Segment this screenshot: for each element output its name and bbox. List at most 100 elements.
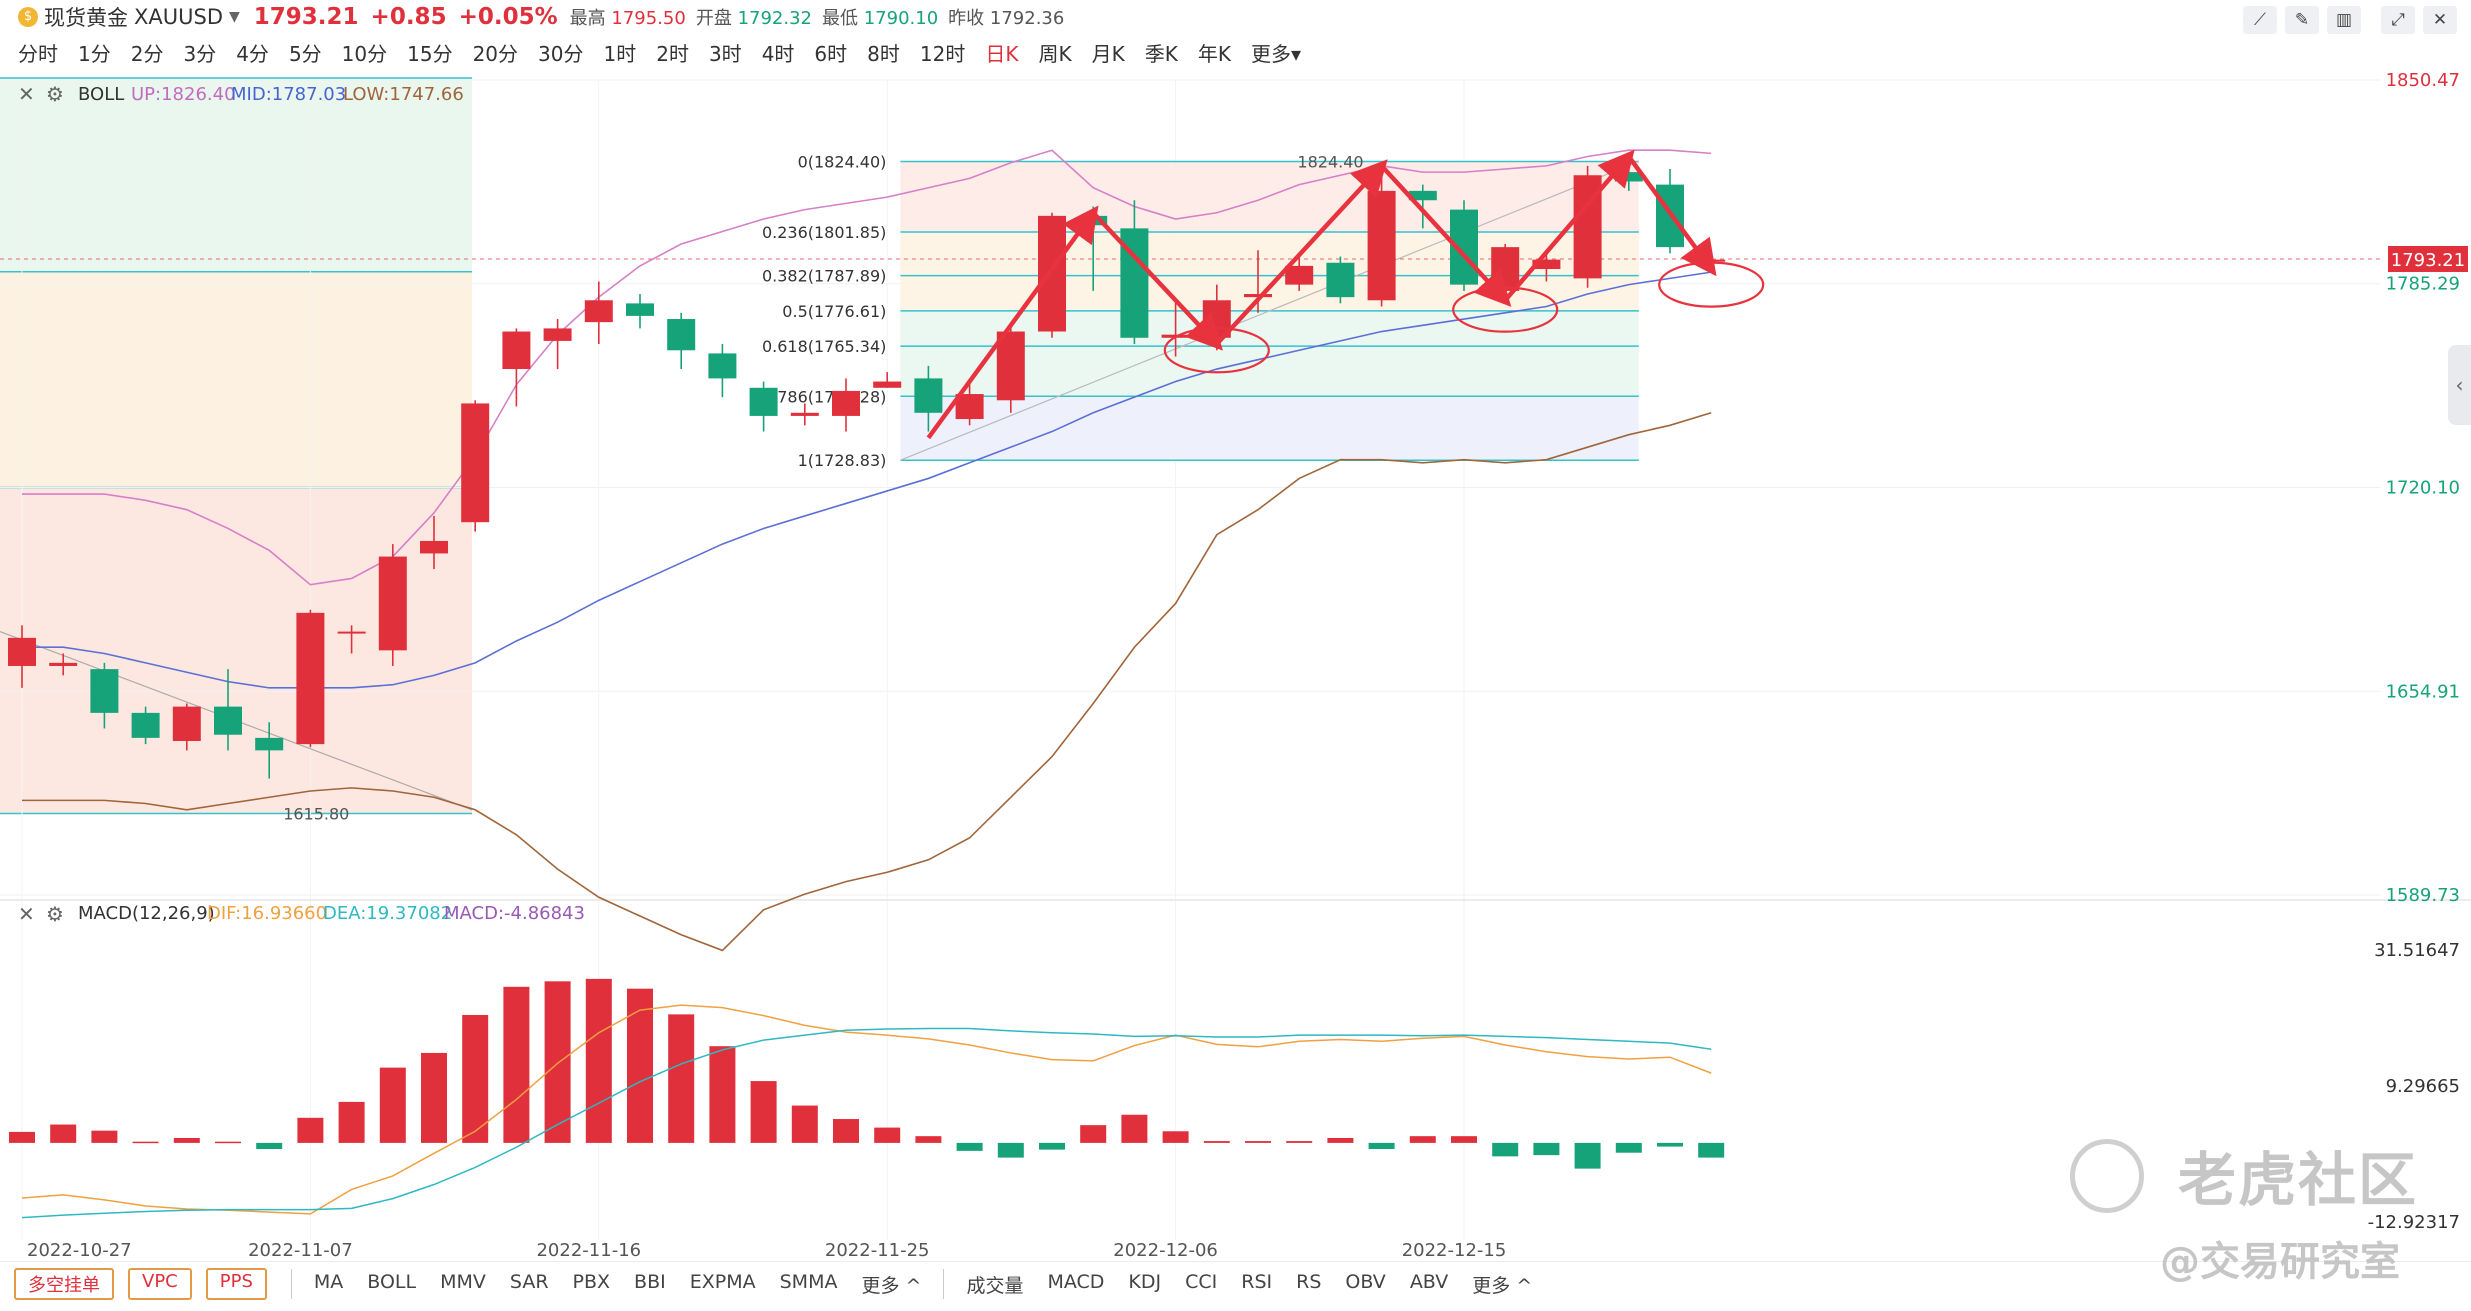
side-panel-toggle[interactable]: ‹ bbox=[2448, 345, 2471, 425]
period-tab[interactable]: 分时 bbox=[18, 42, 58, 66]
sub-indicator-tab[interactable]: MACD bbox=[1047, 1270, 1105, 1293]
main-indicator-tab[interactable]: MMV bbox=[440, 1270, 486, 1293]
main-indicator-tab[interactable]: BBI bbox=[634, 1270, 666, 1293]
period-tab[interactable]: 1分 bbox=[78, 42, 111, 66]
macd-bar bbox=[9, 1131, 35, 1143]
main-indicator-tab[interactable]: MA bbox=[313, 1270, 344, 1293]
trend-arrow bbox=[1626, 155, 1717, 277]
period-tab[interactable]: 4时 bbox=[761, 42, 795, 66]
macd-bar bbox=[91, 1130, 118, 1143]
chart-area[interactable]: 0(1824.40) 0.236(1801.85) 0.382(1787.89) 0.… bbox=[0, 0, 2471, 1262]
current-price-tag bbox=[2388, 245, 2468, 272]
main-indicator-tab[interactable]: 更多 ^ bbox=[861, 1274, 922, 1297]
period-tab[interactable]: 20分 bbox=[472, 42, 519, 66]
y-axis-tick: 1720.10 bbox=[2386, 478, 2460, 499]
zone-green bbox=[0, 78, 472, 272]
candle-body bbox=[914, 378, 943, 413]
main-indicator-tab[interactable]: SMMA bbox=[779, 1270, 838, 1293]
period-tab[interactable]: 12时 bbox=[919, 42, 966, 66]
order-button[interactable]: VPC bbox=[128, 1268, 192, 1300]
y-axis-tick: 1654.91 bbox=[2386, 681, 2460, 702]
candle-body bbox=[1697, 259, 1726, 262]
period-tab[interactable]: 2时 bbox=[656, 42, 689, 66]
boll-settings-icon[interactable]: ⚙ bbox=[46, 82, 64, 106]
macd-bar bbox=[297, 1117, 324, 1143]
main-indicator-tab[interactable]: SAR bbox=[509, 1270, 549, 1293]
fib-level-label: 0.382(1787.89) bbox=[762, 267, 886, 286]
macd-bar bbox=[1039, 1142, 1065, 1150]
expand-icon[interactable]: ⤢ bbox=[2381, 6, 2415, 34]
period-tab[interactable]: 6时 bbox=[814, 42, 848, 66]
period-tab[interactable]: 季K bbox=[1144, 42, 1178, 66]
last-price: 1793.21 bbox=[253, 4, 359, 30]
sub-indicator-tab[interactable]: 成交量 bbox=[966, 1274, 1024, 1297]
boll-upper-line bbox=[22, 149, 1712, 586]
macd-bar bbox=[379, 1067, 406, 1143]
open-value: 1792.32 bbox=[737, 8, 812, 29]
sub-indicator-tab[interactable]: ABV bbox=[1409, 1270, 1449, 1293]
draw-icon[interactable]: ⟋ bbox=[2243, 6, 2277, 34]
period-tab[interactable]: 月K bbox=[1091, 42, 1125, 66]
sub-indicator-tab[interactable]: 更多 ^ bbox=[1472, 1274, 1533, 1297]
macd-bar bbox=[256, 1142, 283, 1150]
main-indicator-tab[interactable]: PBX bbox=[572, 1270, 611, 1293]
sub-indicator-tab[interactable]: CCI bbox=[1185, 1270, 1218, 1293]
macd-dea-line bbox=[21, 1027, 1712, 1219]
y-axis-tick: 1785.29 bbox=[2386, 274, 2460, 295]
high-marker-label: 1824.40 bbox=[1297, 152, 1363, 171]
period-tab[interactable]: 更多▾ bbox=[1250, 42, 1302, 66]
main-indicator-tab[interactable]: EXPMA bbox=[689, 1270, 756, 1293]
candle-style-icon[interactable]: ▥ bbox=[2327, 6, 2361, 34]
period-tab[interactable]: 3分 bbox=[183, 42, 217, 66]
order-button[interactable]: 多空挂单 bbox=[14, 1268, 114, 1300]
period-tab[interactable]: 周K bbox=[1038, 42, 1072, 66]
period-tab[interactable]: 日K bbox=[985, 42, 1019, 66]
macd-bar bbox=[462, 1014, 489, 1143]
macd-dif-line bbox=[21, 1004, 1712, 1215]
macd-bar bbox=[997, 1142, 1024, 1158]
divider bbox=[290, 1269, 292, 1299]
macd-bar bbox=[1615, 1142, 1642, 1153]
macd-close-icon[interactable]: ✕ bbox=[18, 902, 35, 926]
candle-body bbox=[49, 662, 78, 666]
period-tab[interactable]: 3时 bbox=[708, 42, 742, 66]
macd-settings-icon[interactable]: ⚙ bbox=[46, 902, 64, 926]
candle-body bbox=[1038, 215, 1066, 332]
macd-bar bbox=[1451, 1136, 1477, 1143]
macd-bar bbox=[1121, 1114, 1148, 1143]
close-icon[interactable]: ✕ bbox=[2423, 6, 2457, 34]
macd-bar bbox=[1245, 1141, 1271, 1143]
order-button[interactable]: PPS bbox=[205, 1268, 267, 1300]
sub-indicator-tab[interactable]: RS bbox=[1296, 1270, 1322, 1293]
macd-bar bbox=[1080, 1125, 1107, 1143]
period-tab[interactable]: 5分 bbox=[288, 42, 322, 66]
period-tab[interactable]: 1时 bbox=[603, 42, 637, 66]
symbol-dropdown-icon[interactable]: ▼ bbox=[229, 9, 240, 25]
sub-indicator-tab[interactable]: OBV bbox=[1345, 1270, 1386, 1293]
period-tab[interactable]: 2分 bbox=[130, 42, 164, 66]
period-tab[interactable]: 15分 bbox=[407, 42, 453, 66]
main-indicator-tab[interactable]: BOLL bbox=[367, 1270, 417, 1293]
candle-body bbox=[131, 712, 160, 738]
period-tab[interactable]: 8时 bbox=[867, 42, 900, 66]
sub-indicator-tab[interactable]: KDJ bbox=[1128, 1270, 1162, 1293]
macd-bar bbox=[1162, 1131, 1189, 1143]
macd-bar bbox=[750, 1081, 777, 1143]
period-tab[interactable]: 30分 bbox=[538, 42, 584, 66]
period-tab[interactable]: 4分 bbox=[236, 42, 269, 66]
candle-body bbox=[832, 390, 860, 416]
period-tab[interactable]: 年K bbox=[1197, 42, 1231, 66]
x-axis-tick: 2022-10-27 bbox=[27, 1240, 132, 1261]
candle-body bbox=[461, 403, 490, 523]
pen-icon[interactable]: ✎ bbox=[2285, 6, 2319, 34]
boll-close-icon[interactable]: ✕ bbox=[18, 82, 35, 106]
candle-body bbox=[955, 394, 984, 420]
symbol-name[interactable]: 现货黄金 bbox=[44, 6, 128, 30]
candle-body bbox=[8, 637, 36, 666]
fib-level-label: 1(1728.83) bbox=[798, 451, 887, 470]
sub-indicator-tab[interactable]: RSI bbox=[1241, 1270, 1273, 1293]
x-axis-tick: 2022-12-15 bbox=[1402, 1240, 1507, 1261]
period-tab[interactable]: 10分 bbox=[341, 42, 388, 66]
symbol-code[interactable]: XAUUSD bbox=[134, 5, 223, 29]
macd-bar bbox=[1409, 1136, 1436, 1143]
